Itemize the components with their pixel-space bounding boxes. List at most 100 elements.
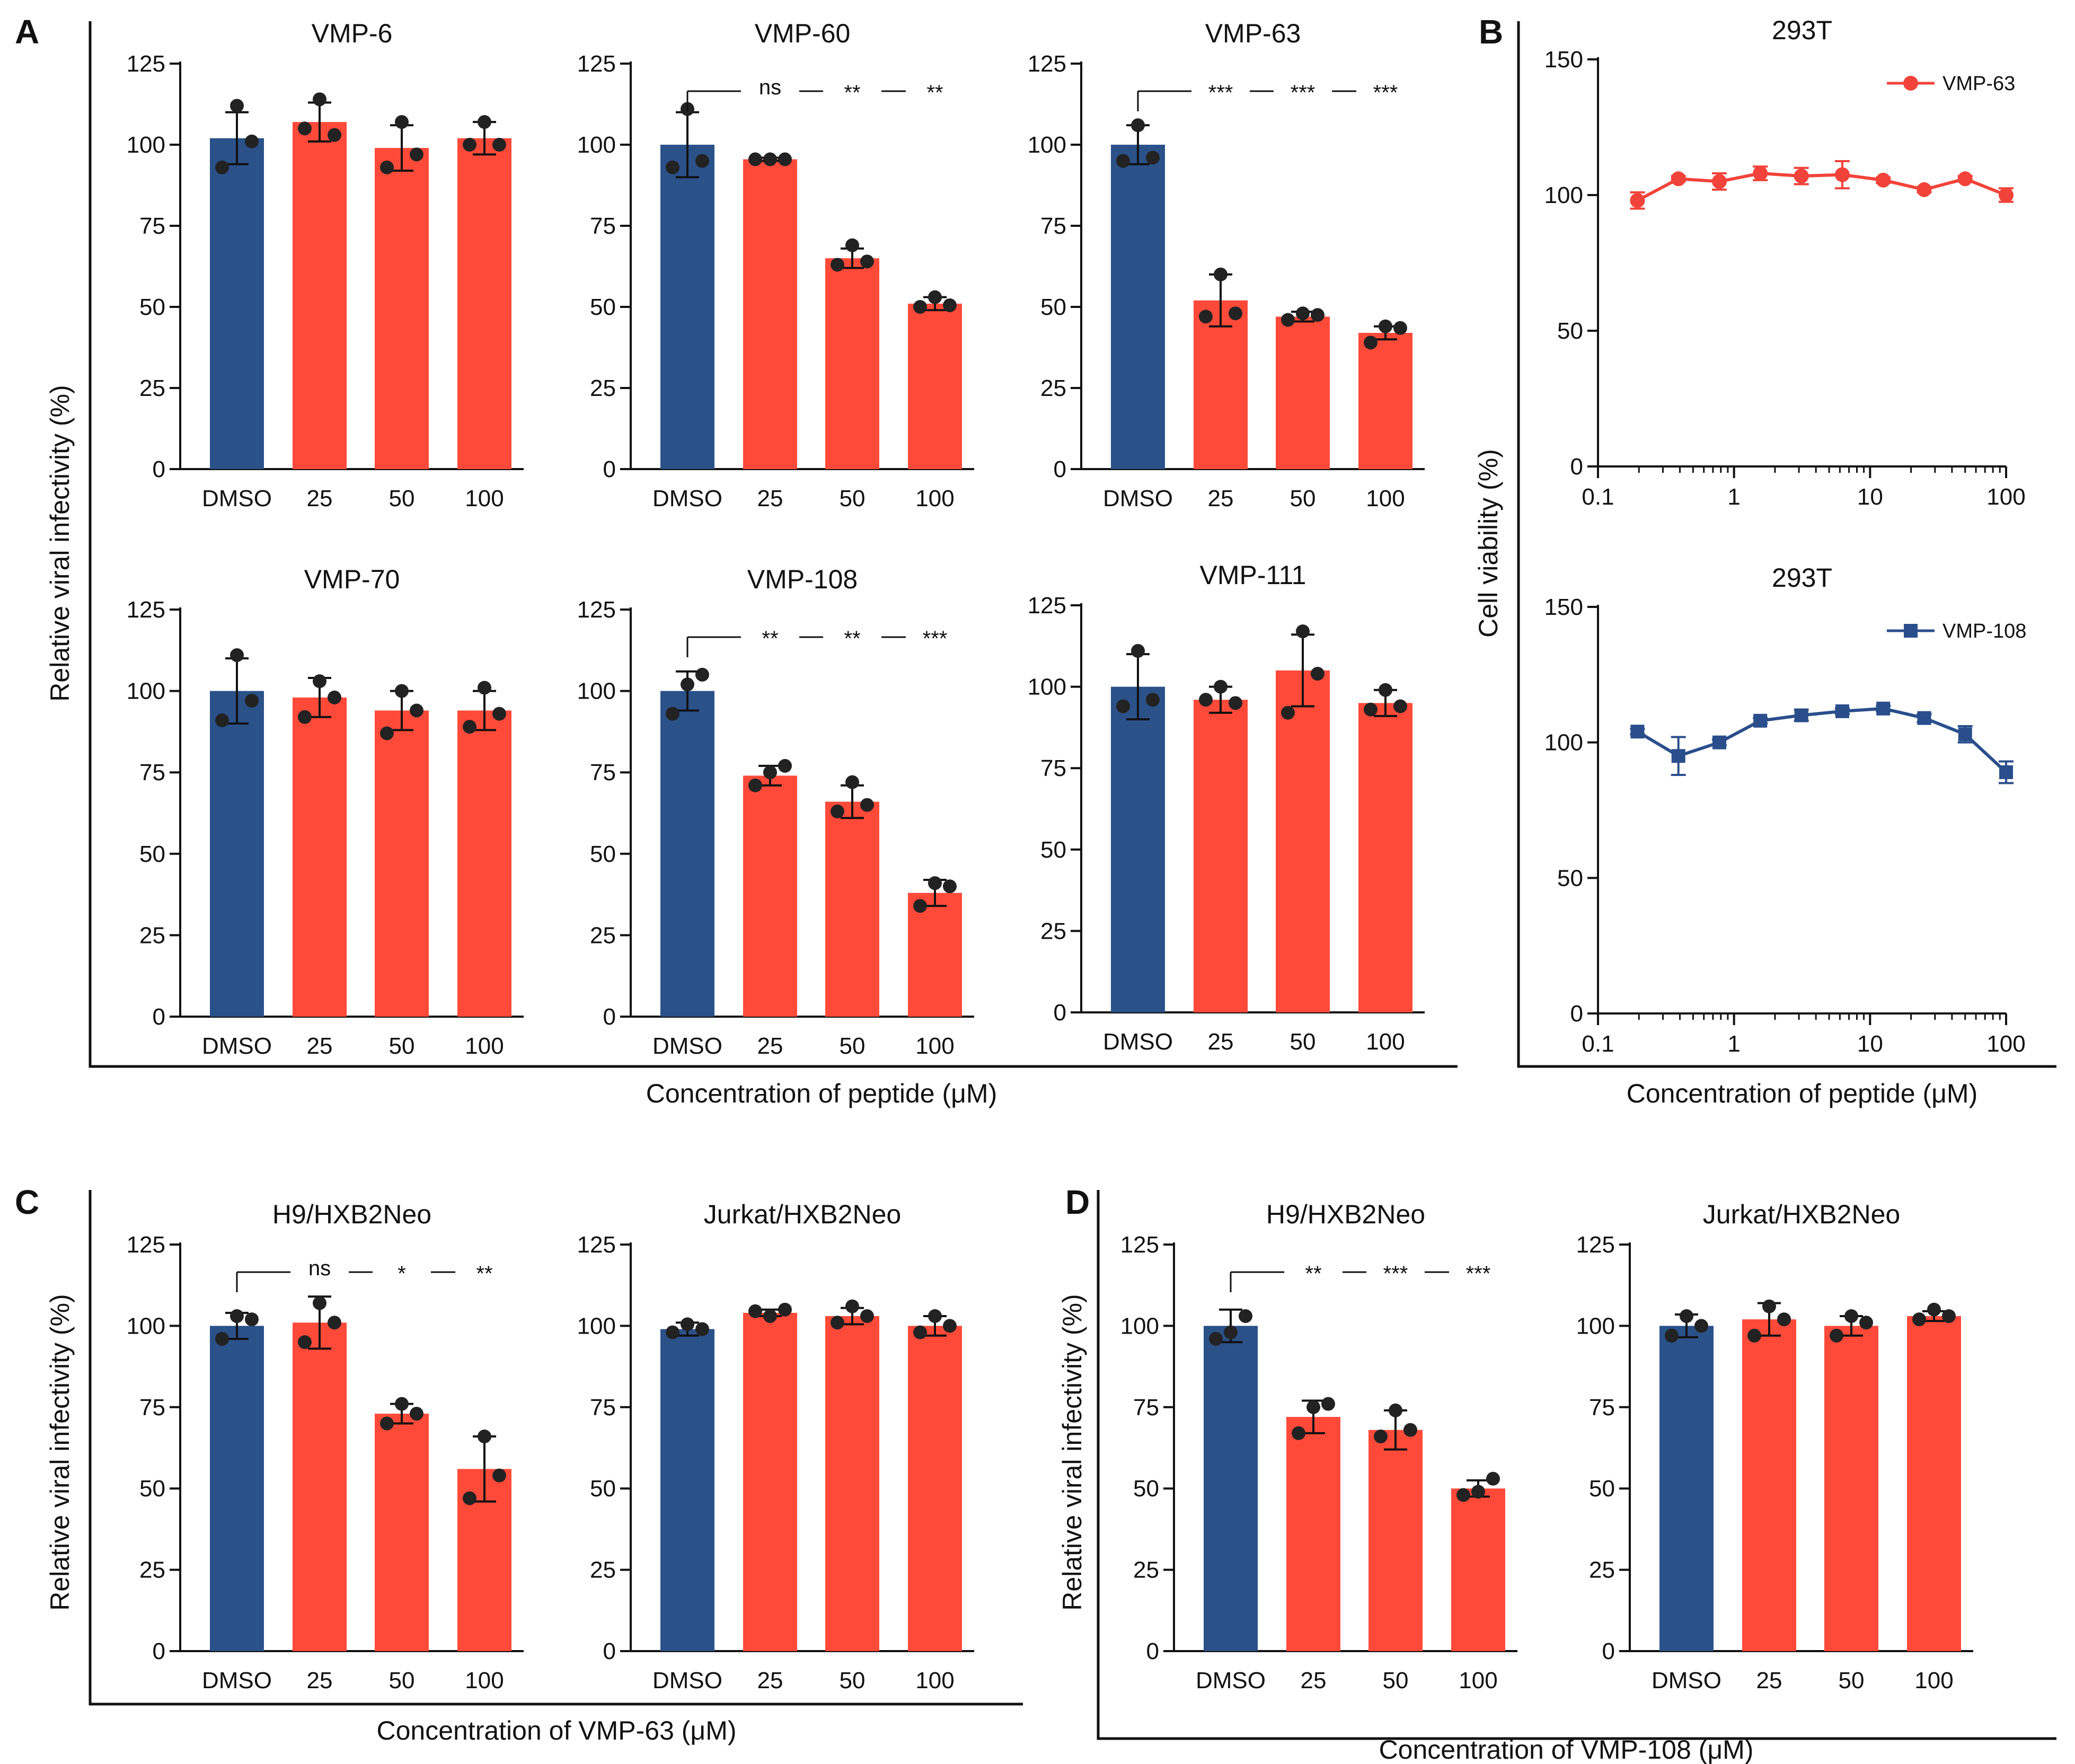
chart-d2-ytick-label: 50 — [1589, 1476, 1615, 1502]
chart-c2-xtick-label: DMSO — [652, 1668, 722, 1694]
chart-a1-data-point — [380, 160, 394, 174]
chart-a5-ytick-label: 75 — [590, 760, 616, 786]
chart-a3-sig-label: *** — [1208, 81, 1233, 104]
chart-a4-data-point — [245, 694, 259, 708]
chart-a6-data-point — [1393, 699, 1407, 713]
chart-a3: 0 25 50 75 100 125 VMP-63 DMSO 25 50 100 *** *** *** — [1028, 19, 1425, 511]
chart-a5-data-point — [778, 758, 792, 773]
chart-d2-data-point — [1777, 1312, 1791, 1327]
chart-d2-ytick-label: 75 — [1589, 1395, 1615, 1421]
chart-a1-bar — [375, 148, 429, 469]
chart-c1-data-point — [245, 1312, 259, 1327]
chart-d2-xtick-label: 100 — [1914, 1668, 1953, 1694]
chart-a5-data-point — [831, 804, 844, 818]
chart-a4-ytick-label: 50 — [139, 841, 165, 867]
chart-c2-data-point — [763, 1309, 777, 1323]
chart-c1-data-point — [395, 1397, 409, 1411]
chart-a3-ytick-label: 125 — [1028, 51, 1066, 77]
chart-a6-data-point — [1214, 680, 1228, 694]
chart-b1-series-line — [1637, 172, 2007, 202]
chart-a1-ytick-label: 0 — [153, 456, 165, 482]
chart-a4-bar — [210, 691, 264, 1017]
chart-a1-xtick-label: 25 — [307, 486, 333, 511]
chart-a4-data-point — [230, 648, 244, 663]
chart-c1-data-point — [478, 1430, 491, 1444]
chart-a4-title: VMP-70 — [304, 565, 400, 594]
chart-a1-data-point — [492, 138, 506, 152]
chart-a5-title: VMP-108 — [747, 565, 858, 594]
chart-a3-ytick-label: 50 — [1040, 294, 1066, 320]
chart-a3-sig-label: *** — [1291, 81, 1315, 104]
chart-a2-sig-label: ** — [926, 81, 943, 104]
chart-d1-bar — [1204, 1326, 1258, 1651]
chart-a1-data-point — [313, 92, 326, 107]
chart-a3-data-point — [1146, 151, 1160, 165]
chart-b2-data-point — [1876, 701, 1891, 716]
chart-a4-ytick-label: 100 — [127, 678, 165, 704]
chart-b2-legend-marker — [1904, 624, 1918, 638]
chart-d2-bar — [1659, 1326, 1714, 1651]
chart-b1-data-point — [1999, 188, 2014, 202]
chart-c1-ytick-label: 125 — [127, 1232, 165, 1258]
chart-d1-bar — [1451, 1488, 1505, 1651]
chart-a3-data-point — [1311, 308, 1325, 322]
chart-a3-data-point — [1379, 319, 1392, 333]
chart-a4-data-point — [478, 681, 491, 695]
chart-a4-ytick-label: 0 — [153, 1004, 165, 1030]
chart-c1-data-point — [410, 1407, 423, 1421]
chart-b1: 0 50 100 150 0.1 1 10 100 293T VMP-63 — [1544, 15, 2026, 510]
chart-a6-data-point — [1281, 705, 1295, 720]
chart-a3-data-point — [1296, 306, 1310, 321]
chart-a2-ytick-label: 100 — [577, 132, 616, 158]
panel-c-frame — [89, 1190, 1023, 1706]
chart-a1-ytick-label: 100 — [127, 132, 165, 158]
chart-a6-bar — [1358, 703, 1412, 1012]
panel-a-frame — [89, 21, 1458, 1068]
chart-a1-data-point — [230, 99, 244, 113]
chart-a4-ytick-label: 75 — [139, 760, 165, 786]
chart-c2-data-point — [831, 1316, 844, 1330]
chart-b1-data-point — [1917, 182, 1932, 197]
chart-b2-ytick-label: 150 — [1544, 594, 1583, 620]
chart-c1-data-point — [328, 1316, 341, 1330]
chart-a2-data-point — [943, 298, 957, 312]
chart-b2-ytick-label: 0 — [1570, 1001, 1583, 1027]
chart-c2-ytick-label: 25 — [590, 1557, 616, 1583]
chart-a3-bar — [1111, 145, 1165, 469]
chart-a5-ytick-label: 100 — [577, 678, 616, 704]
chart-d1-bar — [1286, 1417, 1340, 1651]
chart-c2-ytick-label: 50 — [590, 1476, 616, 1502]
chart-a3-data-point — [1229, 306, 1242, 321]
chart-a4-data-point — [313, 674, 326, 689]
panel-b-ylabel: Cell viability (%) — [1473, 449, 1503, 638]
chart-b1-data-point — [1753, 166, 1768, 181]
chart-b2-xtick-label: 0.1 — [1582, 1031, 1614, 1057]
chart-b1-data-point — [1671, 171, 1686, 187]
chart-c2-data-point — [928, 1309, 942, 1323]
chart-d1-data-point — [1321, 1397, 1335, 1411]
chart-d2-bar — [1907, 1316, 1961, 1651]
chart-a5-data-point — [913, 899, 927, 913]
chart-c1-data-point — [380, 1416, 394, 1431]
chart-a4-data-point — [410, 703, 423, 718]
chart-a2-data-point — [763, 152, 777, 166]
chart-a2-title: VMP-60 — [755, 19, 851, 48]
chart-d2: 0 25 50 75 100 125 Jurkat/HXB2Neo DMSO 25 50 100 — [1576, 1199, 1973, 1694]
chart-a3-bar — [1194, 300, 1248, 469]
chart-a2-sig-label: ns — [759, 76, 781, 99]
chart-b2-data-point — [1753, 713, 1768, 728]
chart-a5-bar — [825, 801, 879, 1017]
chart-d2-ytick-label: 125 — [1576, 1232, 1615, 1258]
chart-b1-data-point — [1794, 169, 1809, 184]
panel-b-xlabel: Concentration of peptide (μM) — [1627, 1079, 1977, 1108]
chart-a4-bar — [375, 710, 429, 1017]
chart-c1-ytick-label: 75 — [139, 1395, 165, 1421]
chart-d1-ytick-label: 125 — [1120, 1232, 1159, 1258]
chart-a1-data-point — [328, 128, 341, 142]
chart-d2-data-point — [1680, 1309, 1693, 1323]
chart-b2-data-point — [1958, 727, 1972, 742]
